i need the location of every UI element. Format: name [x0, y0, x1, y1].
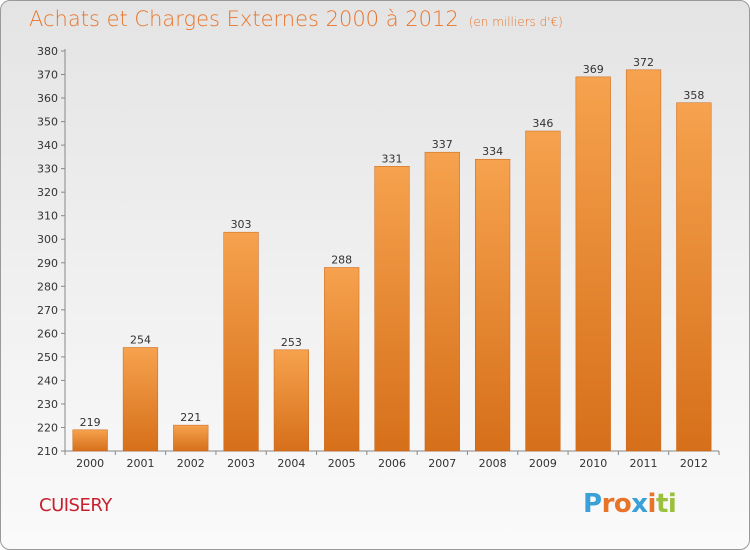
- logo-letter: i: [667, 489, 677, 519]
- y-tick-label: 250: [37, 351, 58, 364]
- bar-2005: [324, 267, 360, 452]
- y-tick-label: 210: [37, 445, 58, 458]
- chart-subtitle: (en milliers d'€): [468, 15, 563, 29]
- x-tick-label-2003: 2003: [227, 457, 255, 470]
- x-tick-label-2001: 2001: [126, 457, 154, 470]
- bar-2000: [72, 429, 108, 452]
- commune-name: CUISERY: [39, 495, 112, 516]
- x-tick-label-2004: 2004: [277, 457, 305, 470]
- value-label-2009: 346: [532, 117, 553, 130]
- logo-letter: t: [655, 489, 668, 519]
- value-label-2010: 369: [583, 63, 604, 76]
- bar-2002: [173, 424, 209, 452]
- y-tick-label: 350: [37, 116, 58, 129]
- bar-2008: [475, 158, 511, 452]
- proxiti-logo: Proxiti: [583, 489, 677, 519]
- y-tick-label: 340: [37, 139, 58, 152]
- value-label-2011: 372: [633, 56, 654, 69]
- x-tick-label-2009: 2009: [529, 457, 557, 470]
- y-tick-label: 260: [37, 327, 58, 340]
- y-tick-label: 330: [37, 163, 58, 176]
- y-tick-label: 230: [37, 398, 58, 411]
- logo-letter: r: [601, 489, 615, 519]
- logo-letter: o: [613, 489, 632, 519]
- y-tick-label: 240: [37, 374, 58, 387]
- y-tick-label: 300: [37, 233, 58, 246]
- value-label-2002: 221: [180, 411, 201, 424]
- y-tick-label: 320: [37, 186, 58, 199]
- x-tick-label-2000: 2000: [76, 457, 104, 470]
- bar-2010: [575, 76, 611, 452]
- value-label-2008: 334: [482, 145, 503, 158]
- bar-2011: [625, 69, 662, 452]
- value-label-2007: 337: [432, 138, 453, 151]
- y-tick-label: 270: [37, 304, 58, 317]
- bar-2007: [424, 151, 460, 452]
- value-label-2004: 253: [281, 336, 302, 349]
- x-tick-label-2005: 2005: [328, 457, 356, 470]
- bar-2003: [223, 231, 259, 452]
- value-labels: 219 254 221 303 253 288 331 337 334 346 369 372 358: [80, 56, 705, 429]
- bar-2006: [374, 166, 410, 452]
- y-tick-label: 380: [37, 45, 58, 58]
- x-tick-label-2011: 2011: [630, 457, 658, 470]
- y-tick-label: 290: [37, 257, 58, 270]
- bars: [72, 69, 712, 452]
- chart-title-block: Achats et Charges Externes 2000 à 2012 (e…: [29, 7, 563, 31]
- x-tick-label-2008: 2008: [479, 457, 507, 470]
- bar-2009: [525, 130, 561, 452]
- x-tick-label-2007: 2007: [428, 457, 456, 470]
- x-tick-label-2012: 2012: [680, 457, 708, 470]
- y-tick-label: 310: [37, 210, 58, 223]
- bar-2001: [122, 347, 159, 452]
- x-tick-label-2010: 2010: [579, 457, 607, 470]
- y-tick-label: 370: [37, 69, 58, 82]
- x-tick-label-2002: 2002: [177, 457, 205, 470]
- value-label-2005: 288: [331, 253, 352, 266]
- bar-2004: [273, 349, 309, 452]
- logo-letter: P: [583, 489, 602, 519]
- bar-2012: [676, 102, 712, 452]
- axes: 210 220 230 240 250 260 270 280 290 300 310 320 330 3…: [37, 45, 720, 470]
- y-tick-label: 360: [37, 92, 58, 105]
- value-label-2006: 331: [382, 152, 403, 165]
- y-tick-label: 220: [37, 421, 58, 434]
- value-label-2012: 358: [683, 89, 704, 102]
- value-label-2000: 219: [80, 416, 101, 429]
- value-label-2001: 254: [130, 333, 151, 346]
- x-tick-label-2006: 2006: [378, 457, 406, 470]
- logo-letter: x: [631, 489, 648, 519]
- logo-letter: i: [647, 489, 657, 519]
- y-tick-label: 280: [37, 280, 58, 293]
- chart-title: Achats et Charges Externes 2000 à 2012: [29, 7, 459, 31]
- value-label-2003: 303: [231, 218, 252, 231]
